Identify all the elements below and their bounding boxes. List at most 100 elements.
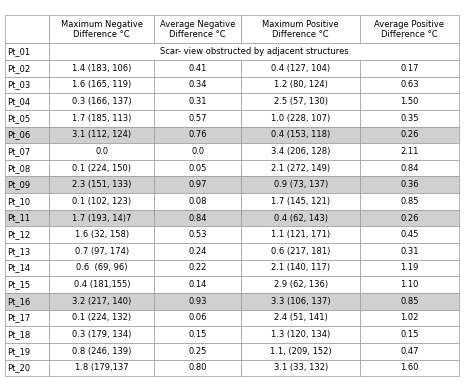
Bar [241,260,360,276]
Text: 2.11: 2.11 [400,147,419,156]
Bar [5,326,49,343]
Text: Pt_15: Pt_15 [7,280,30,289]
Text: 2.5 (57, 130): 2.5 (57, 130) [274,97,328,106]
Text: 0.34: 0.34 [189,80,207,89]
Text: Pt_18: Pt_18 [7,330,30,339]
Bar [241,276,360,293]
Text: 0.84: 0.84 [189,214,207,223]
Bar [5,176,49,193]
Text: 0.4 (181,155): 0.4 (181,155) [73,280,130,289]
Text: 3.4 (206, 128): 3.4 (206, 128) [271,147,330,156]
Text: Scar- view obstructed by adjacent structures: Scar- view obstructed by adjacent struct… [160,47,348,56]
Bar [154,243,241,260]
Text: 3.2 (217, 140): 3.2 (217, 140) [72,297,132,306]
Text: 0.93: 0.93 [189,297,207,306]
Bar [154,127,241,143]
Bar [360,343,459,360]
Bar [5,276,49,293]
Bar [5,15,49,43]
Bar [360,210,459,226]
Bar [5,127,49,143]
Text: 0.1 (102, 123): 0.1 (102, 123) [72,197,132,206]
Text: 1.0 (228, 107): 1.0 (228, 107) [271,114,330,123]
Text: Maximum Positive
Difference °C: Maximum Positive Difference °C [263,20,339,39]
Bar [5,293,49,310]
Text: Pt_08: Pt_08 [7,164,30,173]
Bar [5,43,49,60]
Bar [5,260,49,276]
Bar [5,360,49,376]
Text: 1.50: 1.50 [400,97,419,106]
Text: Pt_03: Pt_03 [7,80,30,89]
Text: 0.85: 0.85 [400,197,419,206]
Text: 0.36: 0.36 [400,180,419,189]
Text: 0.35: 0.35 [400,114,419,123]
Text: 2.1 (272, 149): 2.1 (272, 149) [271,164,330,173]
Text: 0.76: 0.76 [189,130,207,139]
Bar [49,310,154,326]
Text: 0.0: 0.0 [191,147,205,156]
Text: 3.3 (106, 137): 3.3 (106, 137) [271,297,330,306]
Bar [154,343,241,360]
Bar [5,310,49,326]
Text: 0.15: 0.15 [189,330,207,339]
Text: 1.6 (32, 158): 1.6 (32, 158) [75,230,129,239]
Text: 0.25: 0.25 [189,347,207,356]
Bar [154,360,241,376]
Text: 2.4 (51, 141): 2.4 (51, 141) [274,313,328,322]
Bar [49,360,154,376]
Bar [241,343,360,360]
Text: Pt_05: Pt_05 [7,114,30,123]
Text: 0.84: 0.84 [400,164,419,173]
Bar [49,60,154,77]
Bar [241,193,360,210]
Text: Pt_06: Pt_06 [7,130,30,139]
Text: 0.26: 0.26 [400,214,419,223]
Text: 0.8 (246, 139): 0.8 (246, 139) [72,347,132,356]
Bar [49,343,154,360]
Text: 0.4 (62, 143): 0.4 (62, 143) [274,214,328,223]
Text: Pt_14: Pt_14 [7,264,30,272]
Bar [360,77,459,93]
Text: Pt_20: Pt_20 [7,363,30,372]
Text: 3.1 (33, 132): 3.1 (33, 132) [274,363,328,372]
Bar [241,293,360,310]
Bar [154,176,241,193]
Bar [5,210,49,226]
Text: Pt_16: Pt_16 [7,297,30,306]
Text: 1.60: 1.60 [400,363,419,372]
Text: 0.3 (179, 134): 0.3 (179, 134) [72,330,132,339]
Text: 0.9 (73, 137): 0.9 (73, 137) [274,180,328,189]
Bar [241,110,360,127]
Text: 0.22: 0.22 [189,264,207,272]
Bar [154,226,241,243]
Bar [360,127,459,143]
Bar [154,293,241,310]
Bar [49,176,154,193]
Bar [360,293,459,310]
Bar [49,243,154,260]
Bar [360,176,459,193]
Bar [5,243,49,260]
Bar [360,360,459,376]
Text: 0.45: 0.45 [400,230,419,239]
Bar [241,226,360,243]
Text: 3.1 (112, 124): 3.1 (112, 124) [72,130,132,139]
Bar [49,143,154,160]
Bar [360,143,459,160]
Bar [49,210,154,226]
Text: 1.7 (145, 121): 1.7 (145, 121) [271,197,330,206]
Text: 0.47: 0.47 [400,347,419,356]
Text: Pt_13: Pt_13 [7,247,30,256]
Text: 0.80: 0.80 [189,363,207,372]
Text: Pt_10: Pt_10 [7,197,30,206]
Text: 0.26: 0.26 [400,130,419,139]
Bar [49,43,459,60]
Text: 0.6  (69, 96): 0.6 (69, 96) [76,264,128,272]
Text: 1.7 (185, 113): 1.7 (185, 113) [72,114,132,123]
Bar [49,326,154,343]
Bar [360,276,459,293]
Bar [241,77,360,93]
Bar [5,60,49,77]
Bar [360,15,459,43]
